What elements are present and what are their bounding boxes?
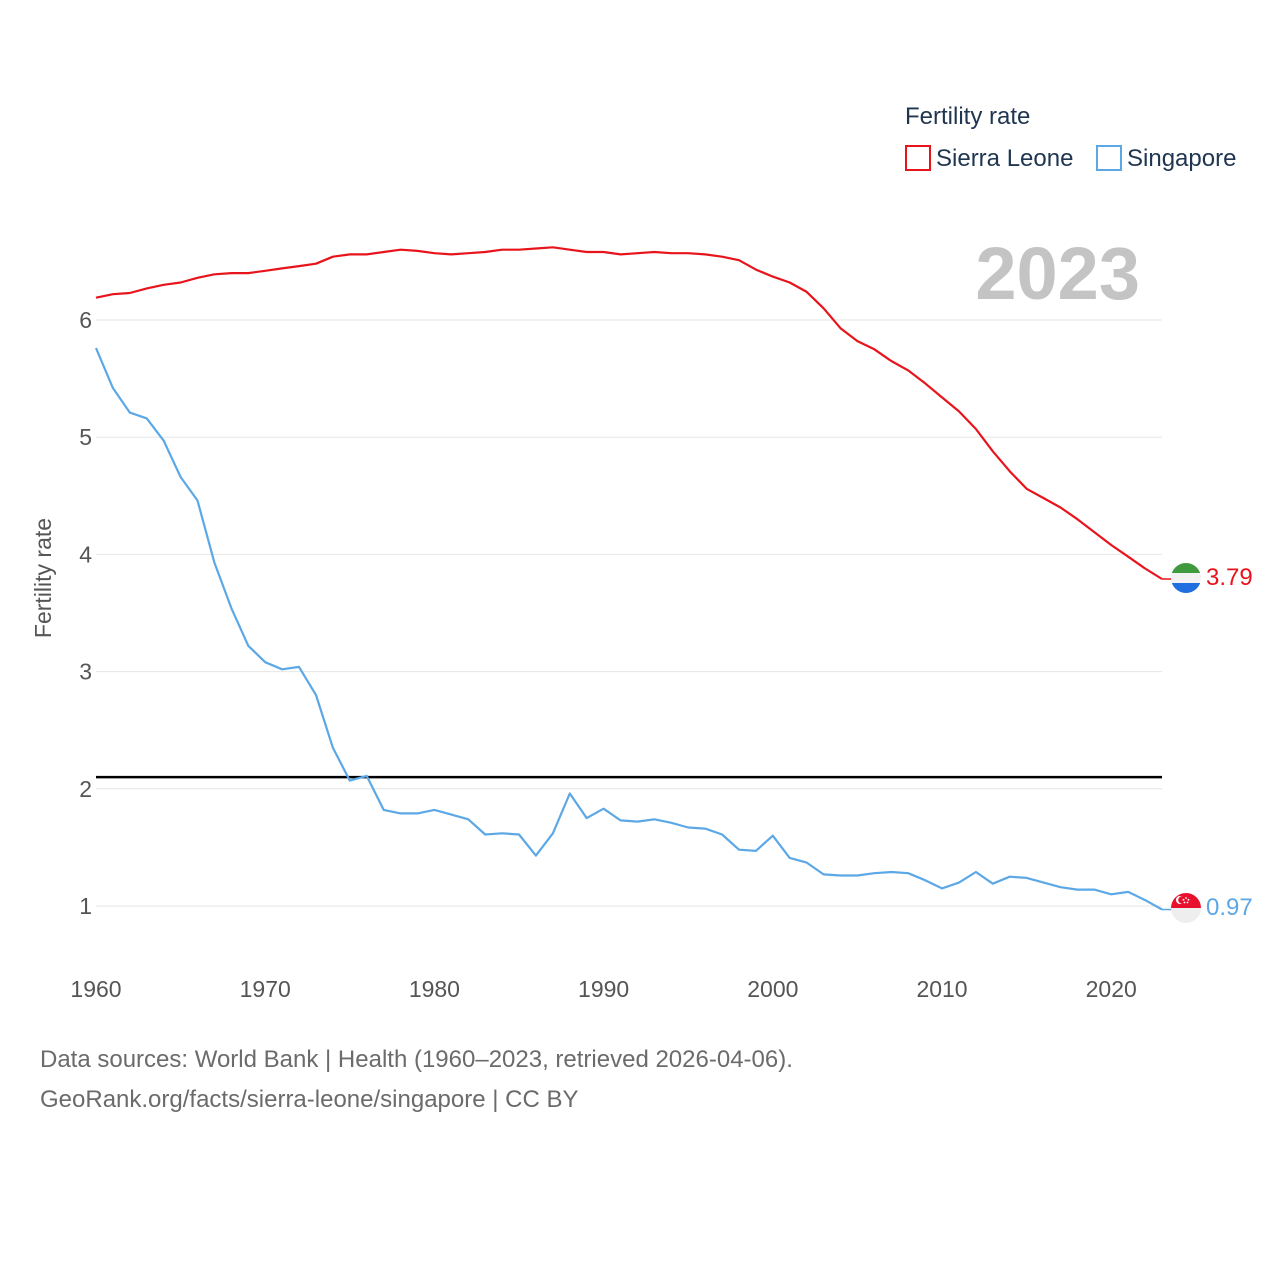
y-tick-label-6: 6 bbox=[79, 307, 92, 333]
y-tick-label-3: 3 bbox=[79, 659, 92, 685]
legend-swatch-sierra-leone[interactable] bbox=[905, 145, 931, 171]
series-lines bbox=[94, 246, 1172, 911]
x-tick-label-1990: 1990 bbox=[578, 976, 629, 1002]
series-line-singapore[interactable] bbox=[94, 347, 1163, 911]
y-tick-label-1: 1 bbox=[79, 893, 92, 919]
sierra-leone-flag-icon bbox=[1171, 563, 1201, 593]
x-tick-label-1970: 1970 bbox=[240, 976, 291, 1002]
legend-swatch-singapore[interactable] bbox=[1096, 145, 1122, 171]
grid bbox=[96, 319, 1162, 907]
legend-item-singapore[interactable]: Singapore bbox=[1096, 145, 1236, 172]
y-axis-ticks: 1 2 3 4 5 6 bbox=[79, 307, 92, 919]
y-tick-label-4: 4 bbox=[79, 541, 92, 567]
x-tick-label-1980: 1980 bbox=[409, 976, 460, 1002]
x-tick-label-2020: 2020 bbox=[1086, 976, 1137, 1002]
series-line-sierra-leone[interactable] bbox=[95, 246, 1163, 580]
singapore-flag-icon bbox=[1171, 893, 1201, 923]
legend-title: Fertility rate bbox=[905, 103, 1030, 130]
x-tick-label-2010: 2010 bbox=[916, 976, 967, 1002]
source-url-text[interactable]: GeoRank.org/facts/sierra-leone/singapore… bbox=[40, 1086, 579, 1113]
legend: Fertility rate Sierra Leone Singapore bbox=[905, 103, 1236, 172]
y-tick-label-5: 5 bbox=[79, 424, 92, 450]
legend-label-singapore: Singapore bbox=[1127, 145, 1236, 172]
y-axis-title: Fertility rate bbox=[30, 518, 56, 638]
year-label: 2023 bbox=[975, 232, 1140, 315]
data-sources-text: Data sources: World Bank | Health (1960–… bbox=[40, 1046, 793, 1073]
end-value-label-sierra-leone: 3.79 bbox=[1206, 564, 1253, 591]
legend-item-sierra-leone[interactable]: Sierra Leone bbox=[905, 145, 1073, 172]
x-axis-ticks: 1960 1970 1980 1990 2000 2010 2020 bbox=[70, 976, 1136, 1002]
x-tick-label-1960: 1960 bbox=[70, 976, 121, 1002]
legend-label-sierra-leone: Sierra Leone bbox=[936, 145, 1073, 172]
source-footer: Data sources: World Bank | Health (1960–… bbox=[40, 1040, 793, 1120]
end-value-label-singapore: 0.97 bbox=[1206, 894, 1253, 921]
x-tick-label-2000: 2000 bbox=[747, 976, 798, 1002]
y-tick-label-2: 2 bbox=[79, 776, 92, 802]
